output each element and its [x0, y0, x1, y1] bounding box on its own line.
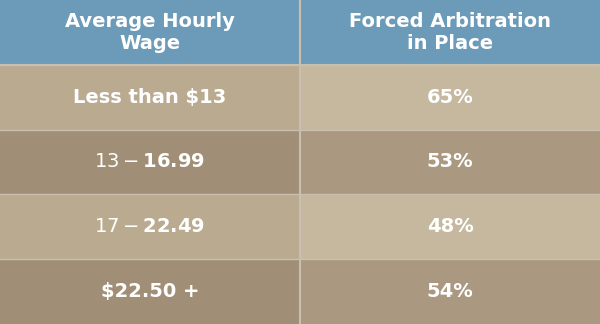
Text: 48%: 48% [427, 217, 473, 236]
Text: $13-$16.99: $13-$16.99 [94, 153, 206, 171]
Bar [300, 259, 600, 324]
Text: 65%: 65% [427, 88, 473, 107]
Bar [300, 65, 600, 130]
Bar [0, 259, 300, 324]
Bar [0, 194, 300, 259]
Text: Less than $13: Less than $13 [73, 88, 227, 107]
Bar [300, 0, 600, 65]
Text: $17-$22.49: $17-$22.49 [94, 217, 206, 236]
Text: 53%: 53% [427, 153, 473, 171]
Text: Forced Arbitration
in Place: Forced Arbitration in Place [349, 12, 551, 53]
Bar [0, 65, 300, 130]
Text: $22.50 +: $22.50 + [101, 282, 199, 301]
Bar [0, 0, 300, 65]
Text: 54%: 54% [427, 282, 473, 301]
Text: Average Hourly
Wage: Average Hourly Wage [65, 12, 235, 53]
Bar [300, 194, 600, 259]
Bar [0, 130, 300, 194]
Bar [300, 130, 600, 194]
